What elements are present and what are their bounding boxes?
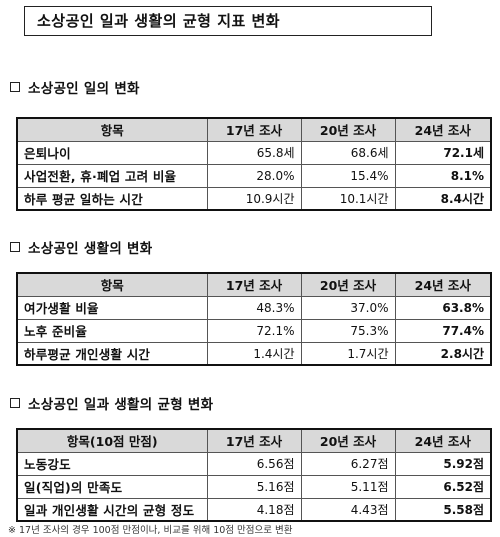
row-label: 사업전환, 휴·폐업 고려 비율	[16, 163, 208, 188]
header-2017: 17년 조사	[206, 428, 302, 453]
header-2020: 20년 조사	[300, 272, 396, 297]
header-2024: 24년 조사	[394, 428, 492, 453]
cell-2017: 1.4시간	[206, 341, 302, 366]
table-row: 여가생활 비율 48.3% 37.0% 63.8%	[16, 295, 492, 320]
row-label: 하루평균 개인생활 시간	[16, 341, 208, 366]
row-label: 은퇴나이	[16, 140, 208, 165]
cell-2020: 6.27점	[300, 451, 396, 476]
table-row: 일(직업)의 만족도 5.16점 5.11점 6.52점	[16, 474, 492, 499]
table-row: 노동강도 6.56점 6.27점 5.92점	[16, 451, 492, 476]
cell-2017: 48.3%	[206, 295, 302, 320]
cell-2024: 72.1세	[394, 140, 492, 165]
table-header-row: 항목(10점 만점) 17년 조사 20년 조사 24년 조사	[16, 428, 492, 453]
row-label: 일과 개인생활 시간의 균형 정도	[16, 497, 208, 522]
table-row: 하루평균 개인생활 시간 1.4시간 1.7시간 2.8시간	[16, 341, 492, 366]
cell-2024: 77.4%	[394, 318, 492, 343]
cell-2017: 4.18점	[206, 497, 302, 522]
cell-2020: 68.6세	[300, 140, 396, 165]
header-2020: 20년 조사	[300, 428, 396, 453]
balance-change-table: 항목(10점 만점) 17년 조사 20년 조사 24년 조사 노동강도 6.5…	[16, 428, 492, 522]
row-label: 하루 평균 일하는 시간	[16, 186, 208, 211]
section-heading-life: 소상공인 생활의 변화	[10, 237, 152, 257]
cell-2024: 8.1%	[394, 163, 492, 188]
header-item: 항목	[16, 117, 208, 142]
section-title: 소상공인 일의 변화	[28, 81, 140, 97]
cell-2020: 15.4%	[300, 163, 396, 188]
footnote: ※ 17년 조사의 경우 100점 만점이나, 비교를 위해 10점 만점으로 …	[8, 525, 293, 536]
cell-2024: 63.8%	[394, 295, 492, 320]
table-row: 노후 준비율 72.1% 75.3% 77.4%	[16, 318, 492, 343]
row-label: 여가생활 비율	[16, 295, 208, 320]
section-title: 소상공인 일과 생활의 균형 변화	[28, 397, 214, 413]
cell-2017: 65.8세	[206, 140, 302, 165]
section-title: 소상공인 생활의 변화	[28, 241, 153, 257]
table-row: 일과 개인생활 시간의 균형 정도 4.18점 4.43점 5.58점	[16, 497, 492, 522]
header-2017: 17년 조사	[206, 117, 302, 142]
page-title: 소상공인 일과 생활의 균형 지표 변화	[24, 6, 432, 36]
cell-2020: 1.7시간	[300, 341, 396, 366]
section-heading-balance: 소상공인 일과 생활의 균형 변화	[10, 393, 213, 413]
cell-2020: 10.1시간	[300, 186, 396, 211]
cell-2017: 10.9시간	[206, 186, 302, 211]
table-row: 사업전환, 휴·폐업 고려 비율 28.0% 15.4% 8.1%	[16, 163, 492, 188]
cell-2017: 72.1%	[206, 318, 302, 343]
table-row: 하루 평균 일하는 시간 10.9시간 10.1시간 8.4시간	[16, 186, 492, 211]
cell-2024: 5.92점	[394, 451, 492, 476]
header-item: 항목	[16, 272, 208, 297]
work-change-table: 항목 17년 조사 20년 조사 24년 조사 은퇴나이 65.8세 68.6세…	[16, 117, 492, 211]
life-change-table: 항목 17년 조사 20년 조사 24년 조사 여가생활 비율 48.3% 37…	[16, 272, 492, 366]
header-2020: 20년 조사	[300, 117, 396, 142]
cell-2024: 5.58점	[394, 497, 492, 522]
cell-2024: 2.8시간	[394, 341, 492, 366]
row-label: 노후 준비율	[16, 318, 208, 343]
cell-2017: 28.0%	[206, 163, 302, 188]
cell-2024: 6.52점	[394, 474, 492, 499]
cell-2020: 37.0%	[300, 295, 396, 320]
cell-2024: 8.4시간	[394, 186, 492, 211]
square-bullet-icon	[10, 242, 20, 252]
header-2024: 24년 조사	[394, 117, 492, 142]
square-bullet-icon	[10, 398, 20, 408]
section-heading-work: 소상공인 일의 변화	[10, 77, 140, 97]
cell-2017: 6.56점	[206, 451, 302, 476]
row-label: 노동강도	[16, 451, 208, 476]
table-header-row: 항목 17년 조사 20년 조사 24년 조사	[16, 117, 492, 142]
header-2024: 24년 조사	[394, 272, 492, 297]
cell-2020: 5.11점	[300, 474, 396, 499]
header-item: 항목(10점 만점)	[16, 428, 208, 453]
cell-2020: 75.3%	[300, 318, 396, 343]
row-label: 일(직업)의 만족도	[16, 474, 208, 499]
square-bullet-icon	[10, 82, 20, 92]
header-2017: 17년 조사	[206, 272, 302, 297]
table-header-row: 항목 17년 조사 20년 조사 24년 조사	[16, 272, 492, 297]
table-row: 은퇴나이 65.8세 68.6세 72.1세	[16, 140, 492, 165]
cell-2017: 5.16점	[206, 474, 302, 499]
cell-2020: 4.43점	[300, 497, 396, 522]
